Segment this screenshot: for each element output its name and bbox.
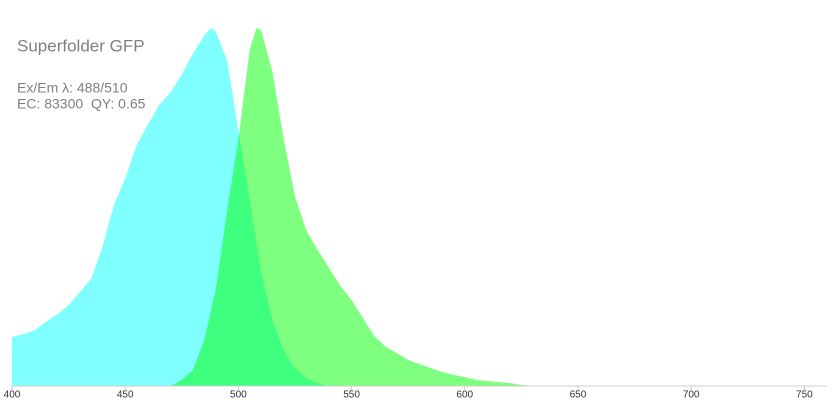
x-tick-label: 650 (570, 390, 587, 401)
annotation: Ex/Em λ: 488/510 (17, 80, 128, 96)
x-tick-label: 400 (4, 390, 21, 401)
x-tick-label: 750 (796, 390, 813, 401)
x-tick-label: 450 (117, 390, 134, 401)
x-tick-label: 600 (456, 390, 473, 401)
x-tick-label: 550 (343, 390, 360, 401)
chart-title: Superfolder GFP (17, 36, 145, 55)
spectrum-area (170, 28, 533, 386)
annotation: EC: 83300 QY: 0.65 (17, 96, 146, 112)
x-tick-label: 700 (683, 390, 700, 401)
x-tick-label: 500 (230, 390, 247, 401)
